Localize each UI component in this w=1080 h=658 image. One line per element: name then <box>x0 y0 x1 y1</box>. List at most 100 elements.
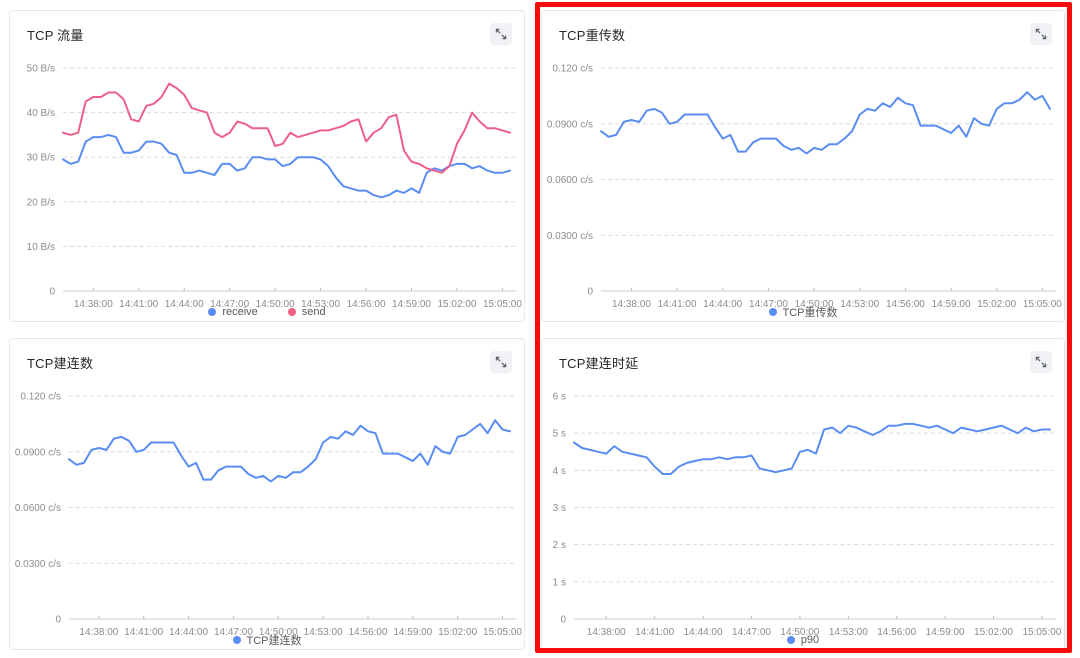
legend-item[interactable]: TCP建连数 <box>232 632 302 648</box>
y-axis-label: 10 B/s <box>27 242 55 253</box>
y-axis-label: 40 B/s <box>27 108 55 119</box>
legend-label: TCP重传数 <box>782 307 838 319</box>
x-axis-label: 14:50:00 <box>795 299 834 310</box>
x-axis-label: 14:38:00 <box>74 299 113 310</box>
x-axis-label: 15:05:00 <box>483 299 522 310</box>
expand-icon <box>1035 28 1047 40</box>
x-axis-label: 15:02:00 <box>438 627 477 638</box>
legend-dot <box>232 636 241 644</box>
x-axis-label: 14:38:00 <box>587 627 626 638</box>
chart-title: TCP建连数 <box>27 356 94 371</box>
x-axis-label: 14:41:00 <box>119 299 158 310</box>
legend-label: TCP建连数 <box>246 635 302 647</box>
expand-icon <box>495 356 507 368</box>
x-axis-label: 14:56:00 <box>877 627 916 638</box>
legend-label: p90 <box>800 634 820 646</box>
x-axis-label: 15:02:00 <box>977 299 1016 310</box>
x-axis-label: 14:53:00 <box>304 627 343 638</box>
x-axis-label: 15:05:00 <box>483 627 522 638</box>
expand-button[interactable] <box>1030 23 1052 45</box>
y-axis-label: 6 s <box>553 392 566 403</box>
x-axis-label: 14:44:00 <box>684 627 723 638</box>
chart-legend: TCP建连数 <box>10 633 524 647</box>
y-axis-label: 3 s <box>553 503 566 514</box>
y-axis-label: 4 s <box>553 466 566 477</box>
y-axis-label: 0.0600 c/s <box>547 175 593 186</box>
expand-button[interactable] <box>1030 351 1052 373</box>
legend-item[interactable]: TCP重传数 <box>768 304 838 320</box>
x-axis-label: 14:50:00 <box>256 299 295 310</box>
x-axis-label: 14:47:00 <box>214 627 253 638</box>
chart-title: TCP 流量 <box>27 28 84 43</box>
x-axis-label: 14:59:00 <box>392 299 431 310</box>
legend-dot <box>287 308 296 316</box>
x-axis-label: 14:59:00 <box>932 299 971 310</box>
y-axis-label: 0 <box>560 615 566 626</box>
x-axis-label: 14:41:00 <box>124 627 163 638</box>
y-axis-label: 0 <box>587 287 593 298</box>
x-axis-label: 14:38:00 <box>612 299 651 310</box>
x-axis-label: 14:56:00 <box>886 299 925 310</box>
y-axis-label: 0.0900 c/s <box>15 447 61 458</box>
chart-title: TCP建连时延 <box>559 356 639 371</box>
legend-item[interactable]: p90 <box>786 634 820 646</box>
legend-dot <box>786 636 795 644</box>
expand-icon <box>1035 356 1047 368</box>
legend-item[interactable]: send <box>287 306 326 318</box>
legend-label: send <box>301 306 326 318</box>
x-axis-label: 14:47:00 <box>210 299 249 310</box>
series-line-TCP建连数 <box>68 419 511 483</box>
chart-canvas: 6 s 5 s 4 s 3 s 2 s 1 s 0 14:38:00 14:41:00 14:44… <box>553 392 1062 639</box>
chart-card-tcp-connect-latency: TCP建连时延 6 s 5 s 4 s 3 s 2 s 1 s 0 14:38:00 14:41… <box>541 338 1065 650</box>
y-axis-label: 0 <box>49 287 55 298</box>
chart-legend: p90 <box>542 633 1064 647</box>
y-axis-label: 30 B/s <box>27 153 55 164</box>
y-axis-label: 20 B/s <box>27 197 55 208</box>
chart-card-tcp-traffic: TCP 流量 50 B/s 40 B/s 30 B/s 20 B/s 10 B/s 0 14… <box>9 10 525 322</box>
x-axis-label: 14:38:00 <box>79 627 118 638</box>
x-axis-label: 14:47:00 <box>749 299 788 310</box>
legend-dot <box>768 308 777 316</box>
chart-canvas: 0.120 c/s 0.0900 c/s 0.0600 c/s 0.0300 c/s 0… <box>547 64 1062 311</box>
x-axis-label: 14:53:00 <box>829 627 868 638</box>
chart-card-tcp-connections: TCP建连数 0.120 c/s 0.0900 c/s 0.0600 c/s 0.03… <box>9 338 525 650</box>
chart-canvas: 50 B/s 40 B/s 30 B/s 20 B/s 10 B/s 0 14:38:00 1… <box>27 64 523 311</box>
y-axis-label: 0.0900 c/s <box>547 119 593 130</box>
chart-legend: receive send <box>10 305 524 319</box>
y-axis-label: 0.120 c/s <box>552 64 593 75</box>
legend-label: receive <box>222 306 258 318</box>
chart-title: TCP重传数 <box>559 28 626 43</box>
x-axis-label: 14:59:00 <box>926 627 965 638</box>
y-axis-label: 0.0300 c/s <box>547 231 593 242</box>
x-axis-label: 14:53:00 <box>840 299 879 310</box>
expand-icon <box>495 28 507 40</box>
x-axis-label: 14:50:00 <box>780 627 819 638</box>
y-axis-label: 50 B/s <box>27 64 55 75</box>
x-axis-label: 14:41:00 <box>635 627 674 638</box>
legend-dot <box>208 308 217 316</box>
y-axis-label: 1 s <box>553 577 566 588</box>
x-axis-label: 15:02:00 <box>437 299 476 310</box>
x-axis-label: 15:05:00 <box>1023 299 1062 310</box>
y-axis-label: 0 <box>55 615 61 626</box>
x-axis-label: 14:41:00 <box>658 299 697 310</box>
x-axis-label: 14:44:00 <box>703 299 742 310</box>
chart-canvas: 0.120 c/s 0.0900 c/s 0.0600 c/s 0.0300 c/s 0… <box>15 392 523 639</box>
x-axis-label: 14:47:00 <box>732 627 771 638</box>
series-line-send <box>62 82 511 174</box>
chart-legend: TCP重传数 <box>542 305 1064 319</box>
y-axis-label: 2 s <box>553 540 566 551</box>
expand-button[interactable] <box>490 351 512 373</box>
x-axis-label: 14:53:00 <box>301 299 340 310</box>
y-axis-label: 0.0600 c/s <box>15 503 61 514</box>
x-axis-label: 14:56:00 <box>349 627 388 638</box>
expand-button[interactable] <box>490 23 512 45</box>
x-axis-label: 14:56:00 <box>347 299 386 310</box>
y-axis-label: 0.0300 c/s <box>15 559 61 570</box>
x-axis-label: 15:05:00 <box>1022 627 1061 638</box>
x-axis-label: 14:59:00 <box>393 627 432 638</box>
x-axis-label: 14:44:00 <box>165 299 204 310</box>
y-axis-label: 5 s <box>553 429 566 440</box>
series-line-receive <box>62 133 511 199</box>
legend-item[interactable]: receive <box>208 306 258 318</box>
